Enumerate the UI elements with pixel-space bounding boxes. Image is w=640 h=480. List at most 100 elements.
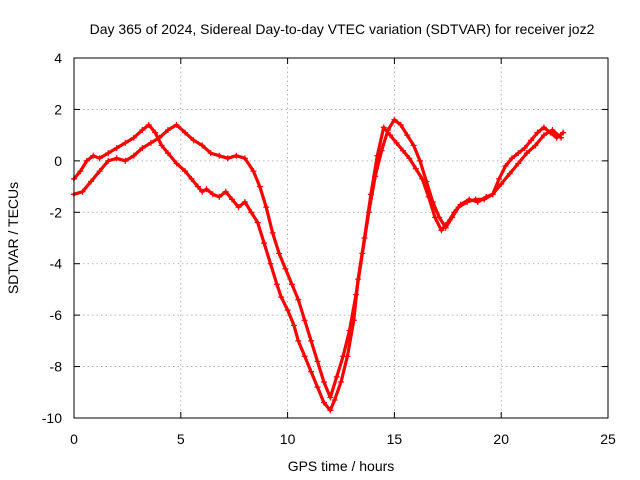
- data-point: [436, 214, 443, 221]
- data-point: [404, 132, 411, 139]
- data-point: [449, 214, 456, 221]
- y-tick-label: -4: [50, 256, 63, 272]
- data-point: [147, 139, 154, 146]
- series-line: [72, 118, 563, 399]
- data-point: [333, 373, 340, 380]
- data-point: [365, 209, 372, 216]
- data-point: [423, 178, 430, 185]
- data-point: [442, 224, 449, 231]
- data-point: [308, 368, 315, 375]
- data-point: [352, 291, 359, 298]
- data-point: [560, 129, 567, 136]
- data-point: [417, 157, 424, 164]
- data-point: [263, 204, 270, 211]
- data-point: [113, 155, 120, 162]
- data-point: [190, 137, 197, 144]
- y-tick-label: 0: [54, 153, 62, 169]
- data-point: [182, 168, 189, 175]
- x-axis-label: GPS time / hours: [288, 458, 395, 474]
- data-point: [338, 379, 344, 385]
- x-tick-label: 0: [70, 431, 78, 447]
- data-point: [282, 265, 289, 272]
- data-point: [455, 204, 462, 211]
- data-point: [216, 193, 223, 200]
- data-point: [241, 155, 248, 162]
- data-point: [464, 199, 471, 205]
- data-point: [83, 157, 90, 164]
- data-point: [515, 150, 522, 157]
- x-tick-label: 20: [493, 431, 509, 447]
- x-tick-label: 5: [177, 431, 185, 447]
- data-point: [164, 127, 171, 133]
- data-point: [130, 152, 137, 159]
- x-tick-labels: 0 5 10 15 20 25: [70, 431, 616, 447]
- data-point: [327, 407, 334, 414]
- data-point: [429, 199, 436, 205]
- y-tick-label: 2: [54, 101, 62, 117]
- data-point: [331, 397, 338, 403]
- data-point: [194, 183, 201, 190]
- data-point: [399, 147, 406, 154]
- x-tick-label: 15: [387, 431, 403, 447]
- data-point: [156, 134, 163, 141]
- data-point: [96, 168, 103, 175]
- data-point: [256, 183, 263, 190]
- plot-frame: [73, 57, 609, 419]
- y-tick-label: -10: [42, 410, 62, 426]
- data-point: [122, 139, 129, 146]
- data-point: [387, 132, 394, 139]
- data-point: [113, 145, 120, 151]
- data-point: [77, 168, 84, 175]
- y-tick-label: -8: [50, 359, 63, 375]
- data-point: [346, 327, 353, 334]
- data-point: [248, 209, 255, 216]
- data-point: [308, 337, 315, 344]
- y-tick-label: -2: [50, 204, 63, 220]
- data-point: [372, 173, 379, 180]
- data-point: [224, 155, 231, 162]
- y-axis-label: SDTVAR / TECUs: [5, 182, 21, 294]
- data-point: [269, 229, 276, 236]
- data-point: [216, 152, 223, 159]
- data-point: [528, 137, 535, 144]
- data-point: [273, 281, 280, 288]
- data-point: [88, 178, 95, 185]
- data-point: [558, 134, 565, 141]
- data-point: [380, 124, 387, 131]
- data-point: [340, 353, 347, 360]
- data-point: [145, 121, 152, 128]
- data-point: [203, 186, 210, 193]
- data-point: [391, 116, 398, 123]
- axis-ticks: [73, 57, 609, 419]
- data-point: [397, 121, 404, 128]
- data-point: [295, 296, 302, 303]
- data-point: [209, 191, 216, 198]
- data-point: [314, 358, 321, 365]
- data-series: [71, 116, 567, 414]
- data-point: [521, 145, 528, 151]
- data-point: [496, 175, 503, 182]
- data-point: [79, 188, 86, 195]
- data-point: [235, 204, 242, 211]
- data-point: [378, 147, 385, 154]
- data-point: [250, 168, 257, 175]
- data-point: [122, 157, 129, 164]
- data-point: [241, 199, 248, 205]
- data-point: [489, 191, 496, 198]
- data-point: [254, 219, 261, 226]
- data-point: [549, 127, 556, 133]
- data-point: [188, 175, 195, 182]
- data-point: [158, 142, 165, 149]
- data-point: [540, 124, 547, 131]
- data-point: [288, 281, 295, 288]
- data-point: [410, 142, 417, 149]
- data-point: [384, 127, 391, 133]
- data-point: [320, 379, 327, 385]
- data-point: [139, 145, 146, 151]
- y-tick-label: 4: [54, 50, 62, 66]
- data-point: [481, 196, 488, 203]
- data-point: [508, 155, 515, 162]
- data-point: [412, 165, 419, 172]
- data-point: [139, 127, 146, 133]
